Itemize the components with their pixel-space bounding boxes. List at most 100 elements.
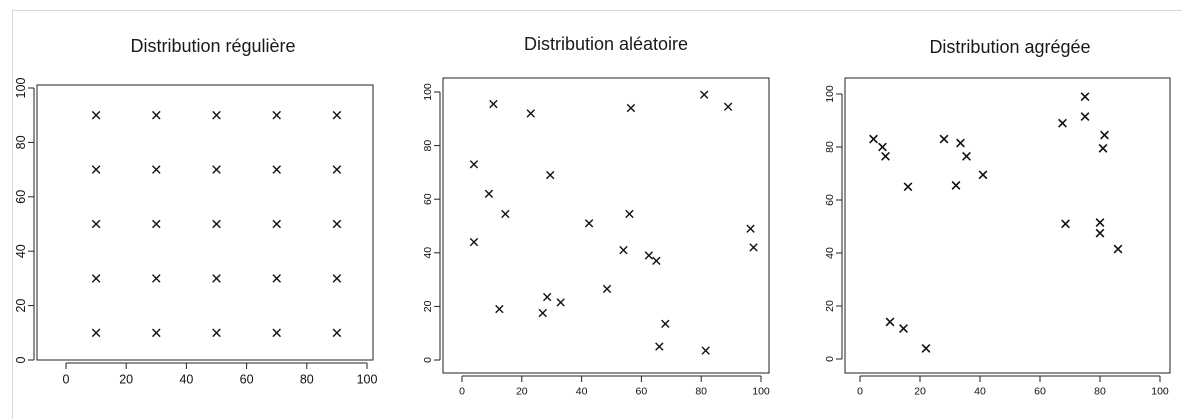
x-tick-label: 40 [576, 386, 588, 398]
data-point [951, 180, 961, 190]
x-tick-label: 0 [63, 373, 70, 387]
data-point [584, 219, 594, 228]
data-point [212, 274, 221, 283]
plot-frame [36, 84, 374, 361]
y-tick-label: 100 [422, 83, 434, 101]
data-point [652, 256, 661, 266]
data-point [332, 219, 342, 229]
data-point [469, 237, 479, 247]
data-point [469, 160, 479, 169]
data-point [152, 219, 161, 229]
data-point [538, 308, 547, 318]
x-tick-label: 20 [914, 386, 926, 398]
data-point [332, 328, 342, 338]
data-point [332, 274, 342, 283]
data-point [152, 110, 161, 120]
x-tick-label: 60 [636, 386, 648, 398]
data-point [1098, 143, 1108, 153]
chart-title: Distribution agrégée [929, 37, 1090, 57]
chart-title: Distribution aléatoire [524, 34, 688, 54]
data-point [91, 328, 101, 338]
plot-frame [442, 77, 770, 374]
data-point [212, 219, 221, 229]
data-point [495, 304, 504, 314]
frame-left-border [12, 10, 13, 419]
data-point [152, 328, 161, 338]
data-point [91, 110, 101, 120]
x-tick-label: 20 [516, 386, 528, 398]
data-point [723, 102, 733, 111]
data-point [489, 99, 498, 109]
x-tick-label: 100 [752, 386, 770, 398]
x-tick-label: 80 [695, 386, 707, 398]
data-point [91, 274, 101, 283]
data-point [272, 274, 281, 283]
data-point [956, 138, 965, 148]
data-point [212, 165, 221, 174]
data-point [501, 209, 510, 219]
y-tick-label: 0 [422, 357, 434, 363]
data-point [272, 328, 281, 338]
data-point [878, 142, 887, 152]
data-point [272, 110, 281, 120]
data-point [749, 243, 758, 252]
y-tick-label: 40 [824, 247, 836, 259]
data-point [746, 224, 755, 233]
data-point [661, 319, 670, 329]
data-point [939, 134, 949, 144]
data-point [1113, 244, 1123, 254]
data-point [644, 251, 654, 260]
data-point [978, 170, 988, 180]
y-tick-label: 60 [824, 194, 836, 206]
data-point [332, 110, 342, 120]
data-point [903, 182, 913, 192]
data-point [332, 165, 342, 174]
data-point [701, 346, 710, 355]
y-tick-label: 100 [14, 78, 28, 99]
y-tick-label: 60 [422, 193, 434, 205]
frame-top-border [12, 10, 1182, 11]
x-tick-label: 60 [1034, 386, 1046, 398]
plot-frame [844, 77, 1171, 374]
x-tick-label: 100 [1151, 386, 1169, 398]
data-point [869, 134, 878, 144]
data-point [91, 219, 101, 229]
panel-aleatoire: Distribution aléatoire 0 20 40 60 80 100 0 20 40 6… [422, 34, 770, 398]
data-point [625, 209, 634, 219]
y-tick-label: 20 [14, 299, 28, 313]
y-tick-label: 80 [14, 135, 28, 149]
y-tick-label: 0 [824, 356, 836, 362]
data-point [921, 343, 931, 353]
data-point [881, 151, 890, 161]
data-point [962, 151, 971, 161]
x-tick-label: 80 [1094, 386, 1106, 398]
y-tick-label: 60 [14, 190, 28, 204]
data-point [546, 170, 555, 180]
data-point [212, 110, 221, 120]
y-tick-label: 0 [14, 356, 28, 363]
y-tick-label: 100 [824, 85, 836, 103]
data-point [1095, 228, 1105, 238]
data-point [700, 90, 709, 99]
data-point [212, 328, 221, 338]
x-tick-label: 100 [357, 373, 378, 387]
data-point [152, 165, 161, 174]
data-point [1061, 219, 1070, 229]
data-point [91, 165, 101, 174]
y-tick-label: 80 [422, 140, 434, 152]
data-point [556, 298, 565, 307]
data-point [1100, 130, 1109, 140]
data-point [1058, 118, 1067, 128]
data-point [626, 103, 636, 113]
data-point [272, 165, 281, 174]
y-tick-label: 40 [422, 247, 434, 259]
panel-agregee: Distribution agrégée 0 20 40 60 80 100 0 20 40 60 8… [824, 37, 1171, 398]
data-point [484, 189, 494, 199]
chart-title: Distribution régulière [130, 36, 295, 56]
data-point [272, 219, 281, 229]
data-point [1080, 112, 1090, 121]
y-tick-label: 20 [422, 300, 434, 312]
y-tick-label: 80 [824, 141, 836, 153]
data-point [526, 109, 535, 118]
